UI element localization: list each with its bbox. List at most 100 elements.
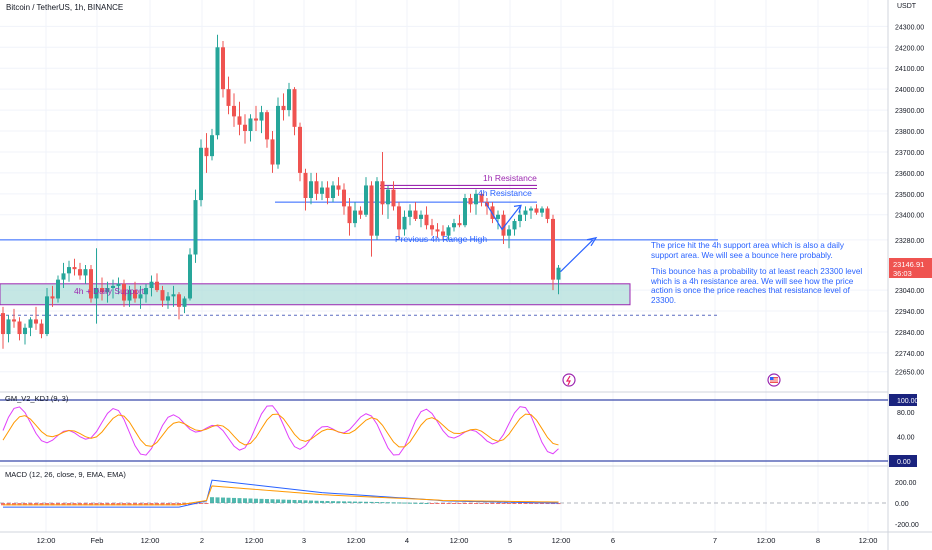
candle-body	[391, 189, 396, 207]
macd-histogram-bar	[496, 503, 500, 504]
macd-histogram-bar	[380, 502, 385, 504]
macd-histogram-bar	[342, 501, 346, 503]
macd-histogram-bar	[413, 502, 418, 504]
candles	[1, 34, 561, 349]
macd-histogram-bar	[347, 501, 352, 503]
lightning-icon[interactable]	[562, 373, 576, 387]
macd-histogram-bar	[116, 503, 121, 506]
candle-body	[204, 147, 209, 157]
candle-body	[56, 279, 60, 299]
macd-histogram-bar	[358, 501, 363, 503]
macd-signal-line	[3, 485, 559, 506]
candle-body	[265, 112, 269, 140]
time-tick-label: 6	[611, 536, 615, 545]
time-tick-label: 2	[200, 536, 204, 545]
macd-histogram-bar	[177, 503, 181, 506]
macd-histogram-bar	[485, 503, 489, 504]
macd-histogram-bar	[138, 503, 143, 506]
candle-body	[298, 126, 302, 173]
candle-body	[23, 327, 27, 335]
candle-body	[193, 200, 198, 255]
macd-histogram-bar	[226, 497, 231, 503]
macd-histogram-bar	[298, 500, 302, 503]
candle-body	[270, 139, 275, 165]
price-tick-label: 22840.00	[895, 330, 924, 337]
level-lines[interactable]	[0, 184, 718, 316]
macd-histogram-bar	[39, 503, 44, 506]
macd-histogram-bar	[199, 503, 203, 504]
candle-body	[177, 294, 181, 307]
currency-label: USDT	[897, 3, 917, 10]
macd-histogram-bar	[408, 502, 412, 504]
candle-body	[336, 185, 341, 190]
price-tick-label: 23040.00	[895, 288, 924, 295]
candle-body	[320, 187, 324, 194]
macd-histogram-bar	[265, 499, 269, 503]
candle-body	[6, 319, 11, 335]
us-flag-icon[interactable]	[767, 373, 781, 387]
candle-body	[303, 172, 308, 198]
previous-range-label: Previous 4h Range High	[395, 234, 487, 244]
analysis-note-2: This bounce has a probability to at leas…	[651, 267, 863, 305]
macd-histogram-bar	[160, 503, 165, 506]
candle-body	[463, 198, 467, 226]
macd-histogram-bar	[100, 503, 104, 506]
macd-histogram-bar	[56, 503, 60, 506]
kdj-tick-label: 100.00	[897, 398, 919, 405]
kdj-axis[interactable]: 100.00 80.00 40.00 0.00	[889, 394, 919, 467]
candle-body	[34, 319, 38, 324]
projection-arrow-head	[586, 236, 598, 247]
candle-body	[61, 273, 66, 280]
macd-histogram-bar	[556, 503, 561, 505]
macd-axis[interactable]: 200.00 0.00 -200.00	[895, 480, 919, 529]
candle-body	[309, 181, 313, 198]
macd-histogram-bar	[507, 503, 511, 504]
time-tick-label: 7	[713, 536, 717, 545]
macd-indicator-label[interactable]: MACD (12, 26, close, 9, EMA, EMA)	[5, 470, 126, 479]
zigzag-arrow	[485, 202, 521, 231]
macd-tick-label: 0.00	[895, 501, 909, 508]
macd-histogram-bar	[122, 503, 126, 506]
candle-body	[474, 193, 478, 205]
candle-body	[12, 319, 16, 322]
kdj-axis-tag	[889, 455, 917, 467]
candle-body	[221, 47, 225, 90]
candle-body	[105, 288, 110, 293]
macd-histogram-bar	[50, 503, 55, 506]
macd-histogram-bar	[78, 503, 82, 506]
resistance-1h-label: 1h Resistance	[483, 173, 537, 183]
projection-arrow	[560, 239, 594, 273]
macd-histogram-bar	[364, 501, 368, 503]
candle-body	[259, 112, 264, 121]
macd-histogram-bar	[232, 497, 236, 503]
price-axis[interactable]: 24300.00 24200.00 24100.00 24000.00 23900.00…	[895, 24, 924, 376]
macd-histogram-bar	[325, 501, 330, 503]
candle-body	[188, 254, 192, 299]
macd-histogram-bar	[424, 502, 429, 504]
candle-body	[111, 285, 115, 288]
current-price-value: 23146.91	[893, 260, 924, 269]
candle-body	[551, 218, 555, 280]
candle-body	[452, 223, 456, 228]
candle-body	[149, 281, 154, 288]
candle-body	[155, 281, 159, 291]
price-tick-label: 23800.00	[895, 129, 924, 136]
candle-body	[331, 185, 335, 198]
kdj-indicator-label[interactable]: GM_V2_KDJ (9, 3)	[5, 394, 69, 403]
candle-body	[353, 210, 357, 224]
resistance-4h-label: 4h Resistance	[478, 188, 532, 198]
time-tick-label: 12:00	[552, 536, 571, 545]
macd-histogram-bar	[270, 499, 275, 503]
candle-body	[237, 116, 242, 125]
candle-body	[342, 189, 346, 207]
candle-body	[138, 294, 143, 299]
time-tick-label: 3	[302, 536, 306, 545]
macd-histogram-bar	[45, 503, 49, 506]
candle-body	[1, 313, 5, 335]
macd-histogram-bar	[375, 502, 379, 504]
macd-histogram-bar	[336, 501, 341, 503]
drawings[interactable]	[485, 202, 598, 273]
time-axis[interactable]: 12:00 Feb 12:00 2 12:00 3 12:00 4 12:00 5 12:00 6 7 1…	[37, 536, 878, 545]
analysis-note-1: The price hit the 4h support area which …	[651, 241, 844, 260]
